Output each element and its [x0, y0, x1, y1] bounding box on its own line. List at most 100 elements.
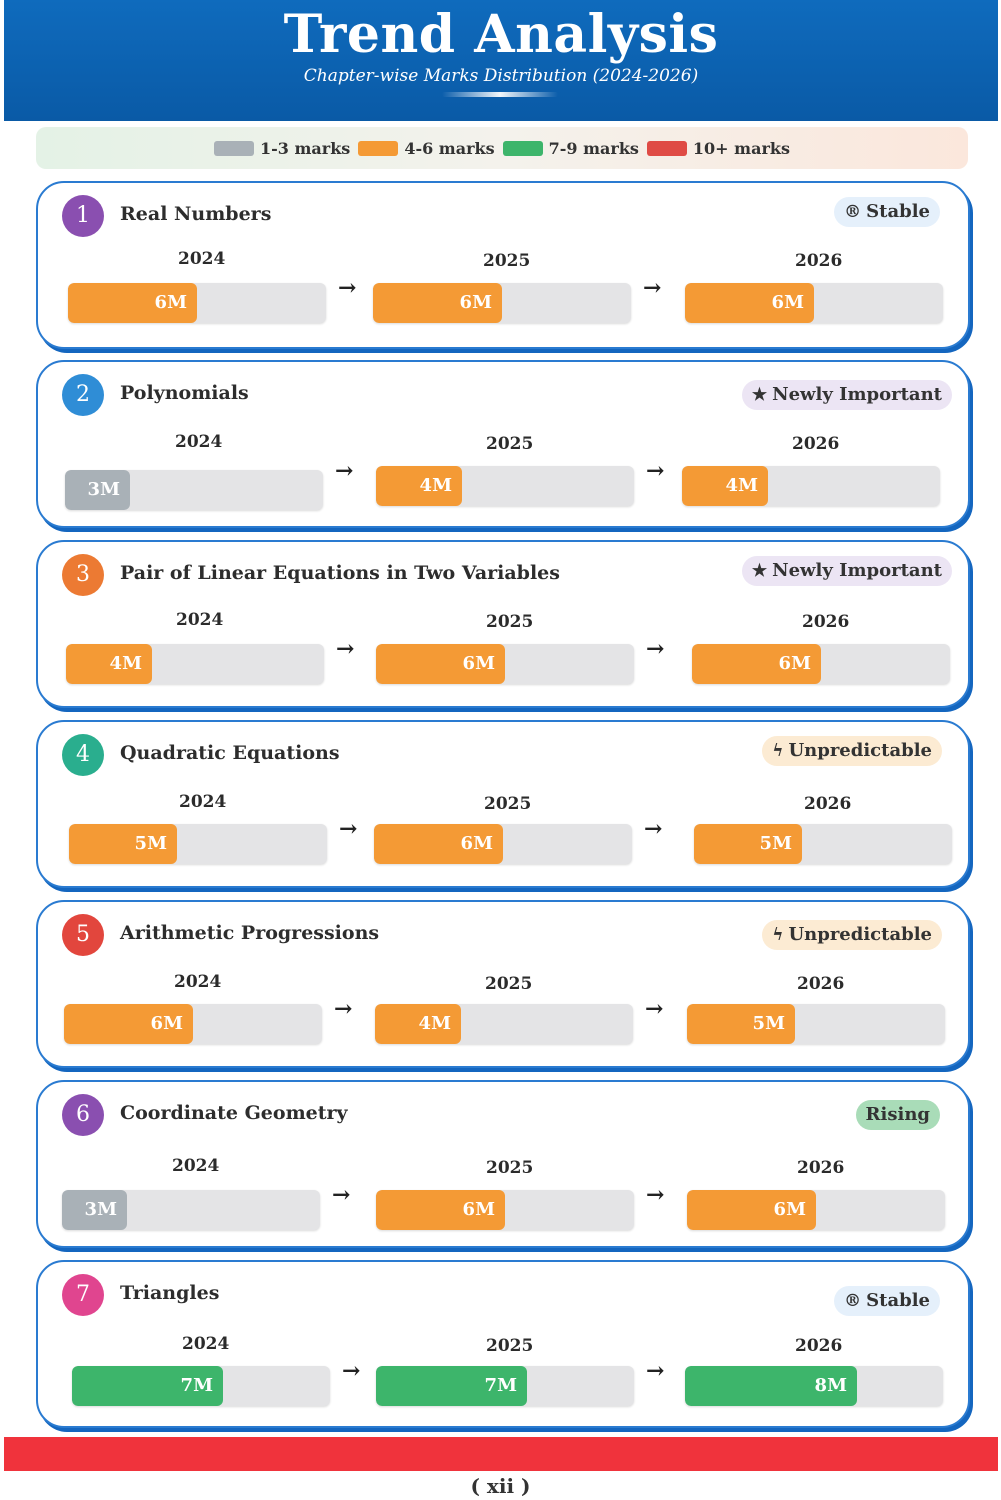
year-label: 2026	[802, 612, 850, 632]
legend-swatch	[646, 140, 687, 156]
marks-bar-track: 5M	[687, 1004, 945, 1044]
trend-tag: ϟ Unpredictable	[762, 736, 942, 766]
year-label: 2026	[797, 1158, 845, 1178]
marks-bar-track: 5M	[694, 824, 952, 864]
marks-bar: 6M	[68, 283, 197, 323]
arrow-right-icon: →	[643, 275, 662, 301]
chapter-card: 4 Quadratic Equations ϟ Unpredictable 2024 5M…	[36, 720, 970, 888]
trend-tag-label: Rising	[865, 1104, 930, 1125]
legend-item: 7-9 marks	[502, 138, 639, 158]
marks-bar: 4M	[66, 644, 152, 684]
year-label: 2025	[486, 1158, 534, 1178]
year-label: 2024	[176, 610, 224, 630]
marks-bar: 6M	[374, 824, 503, 864]
marks-bar: 5M	[69, 824, 177, 864]
arrow-right-icon: →	[338, 275, 357, 301]
marks-bar-track: 3M	[65, 470, 323, 510]
marks-bar: 6M	[376, 1190, 505, 1230]
chapter-title: Triangles	[120, 1282, 220, 1304]
marks-bar-track: 6M	[376, 644, 634, 684]
legend-label: 10+ marks	[692, 138, 790, 158]
trend-tag-label: Stable	[866, 201, 930, 222]
year-label: 2024	[174, 972, 222, 992]
page-header: Trend Analysis Chapter-wise Marks Distri…	[4, 0, 998, 121]
year-label: 2024	[178, 249, 226, 269]
page-subtitle: Chapter-wise Marks Distribution (2024-20…	[303, 66, 699, 86]
year-label: 2025	[485, 974, 533, 994]
chapter-number-badge: 5	[62, 914, 104, 956]
trend-tag: ® Stable	[834, 1286, 940, 1316]
header-glow	[442, 92, 558, 97]
chapter-title: Polynomials	[120, 382, 249, 404]
marks-bar: 4M	[682, 466, 768, 506]
chapter-number-badge: 7	[62, 1274, 104, 1316]
marks-bar-track: 6M	[685, 283, 943, 323]
marks-bar-track: 3M	[62, 1190, 320, 1230]
marks-bar: 3M	[65, 470, 130, 510]
legend-swatch	[214, 140, 255, 156]
marks-bar-track: 4M	[682, 466, 940, 506]
arrow-right-icon: →	[646, 1358, 665, 1384]
trend-tag: Rising	[855, 1100, 940, 1130]
marks-bar: 7M	[72, 1366, 223, 1406]
lightning-icon: ϟ	[772, 925, 784, 945]
chapter-number-badge: 1	[62, 195, 104, 237]
marks-bar-track: 5M	[69, 824, 327, 864]
legend-label: 4-6 marks	[404, 138, 495, 158]
arrow-right-icon: →	[334, 996, 353, 1022]
footer-bar	[4, 1437, 998, 1471]
marks-bar: 4M	[375, 1004, 461, 1044]
legend-item: 1-3 marks	[214, 139, 350, 158]
legend-label: 1-3 marks	[260, 138, 351, 158]
marks-bar: 7M	[376, 1366, 527, 1406]
trend-tag: ★ Newly Important	[741, 380, 952, 410]
trend-tag-label: Unpredictable	[788, 924, 932, 945]
trend-tag: ϟ Unpredictable	[762, 920, 942, 950]
marks-bar: 5M	[687, 1004, 795, 1044]
year-label: 2026	[795, 1336, 843, 1356]
chapter-title: Quadratic Equations	[120, 742, 340, 764]
chapter-title: Real Numbers	[120, 203, 272, 225]
marks-bar: 6M	[687, 1190, 816, 1230]
legend-swatch	[502, 140, 543, 156]
chapter-card: 6 Coordinate Geometry Rising 2024 3M → 2025 6M →…	[36, 1080, 970, 1248]
trend-tag-label: Stable	[866, 1290, 930, 1311]
marks-bar-track: 6M	[687, 1190, 945, 1230]
marks-bar-track: 8M	[685, 1366, 943, 1406]
star-icon: ★	[751, 385, 768, 405]
legend-item: 4-6 marks	[358, 138, 495, 158]
year-label: 2025	[484, 794, 532, 814]
marks-bar-track: 6M	[68, 283, 326, 323]
arrow-right-icon: →	[336, 636, 355, 662]
year-label: 2024	[175, 432, 223, 452]
year-label: 2025	[483, 251, 531, 271]
trend-tag-label: Unpredictable	[788, 740, 932, 761]
year-label: 2025	[486, 1336, 534, 1356]
arrow-right-icon: →	[646, 458, 665, 484]
chapter-card: 1 Real Numbers ® Stable 2024 6M → 2025 6M → 2026 6M	[36, 181, 970, 349]
chapter-number-badge: 6	[62, 1094, 104, 1136]
legend: 1-3 marks 4-6 marks 7-9 marks 10+ marks	[36, 127, 968, 169]
legend-swatch	[358, 140, 399, 156]
year-label: 2026	[804, 794, 852, 814]
legend-label: 7-9 marks	[548, 138, 639, 158]
chapter-title: Pair of Linear Equations in Two Variable…	[120, 562, 560, 584]
trend-tag-label: Newly Important	[772, 384, 942, 405]
year-label: 2025	[486, 434, 534, 454]
arrow-right-icon: →	[339, 816, 358, 842]
registered-icon: ®	[844, 1291, 862, 1311]
marks-bar-track: 6M	[692, 644, 950, 684]
year-label: 2024	[179, 792, 227, 812]
arrow-right-icon: →	[332, 1182, 351, 1208]
marks-bar: 3M	[62, 1190, 127, 1230]
year-label: 2024	[172, 1156, 220, 1176]
lightning-icon: ϟ	[772, 741, 784, 761]
marks-bar-track: 6M	[374, 824, 632, 864]
star-icon: ★	[751, 561, 768, 581]
marks-bar-track: 4M	[66, 644, 324, 684]
marks-bar: 8M	[685, 1366, 857, 1406]
year-label: 2024	[182, 1334, 230, 1354]
marks-bar: 6M	[373, 283, 502, 323]
marks-bar-track: 6M	[376, 1190, 634, 1230]
marks-bar-track: 7M	[376, 1366, 634, 1406]
